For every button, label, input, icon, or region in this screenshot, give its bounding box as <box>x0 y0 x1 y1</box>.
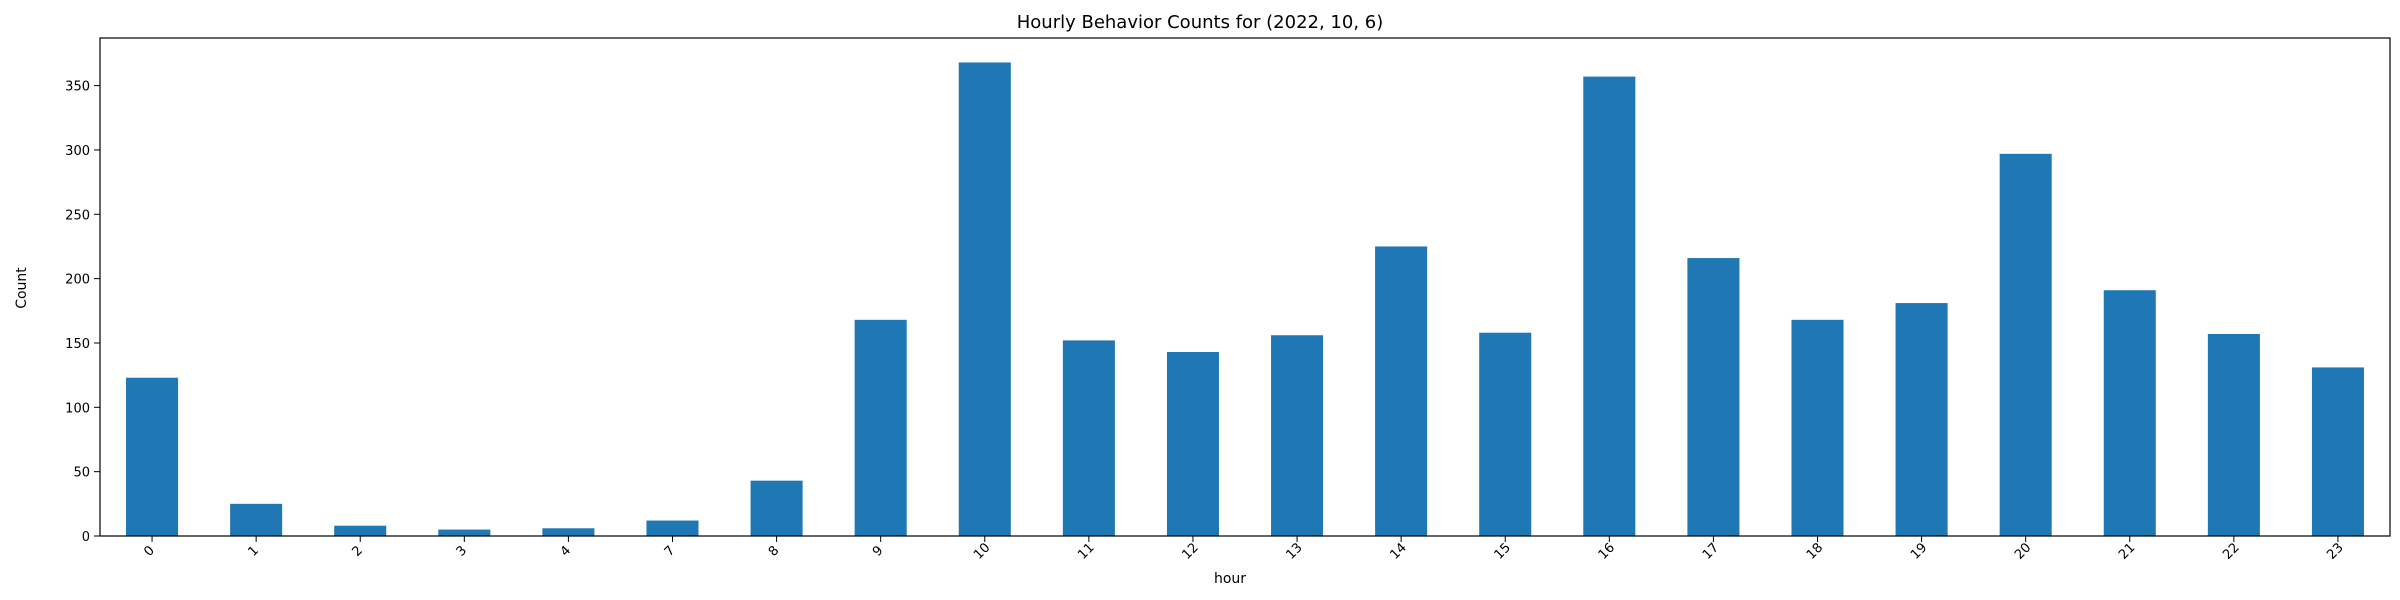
bar-hour-4 <box>542 528 595 536</box>
x-tick-label: 0 <box>141 543 157 559</box>
bar-hour-0 <box>126 377 179 536</box>
x-tick-label: 11 <box>1075 540 1097 562</box>
x-tick-label: 1 <box>245 543 261 559</box>
x-tick-label: 9 <box>870 543 886 559</box>
bar-hour-7 <box>646 520 699 536</box>
y-tick-label: 200 <box>65 273 90 288</box>
y-tick-label: 350 <box>65 80 90 95</box>
plot-frame <box>99 37 2391 537</box>
x-tick-label: 15 <box>1492 540 1514 562</box>
x-tick-label: 7 <box>662 543 678 559</box>
bar-hour-10 <box>958 62 1011 536</box>
bar-hour-22 <box>2207 333 2260 536</box>
bar-hour-18 <box>1791 319 1844 536</box>
x-tick-label: 8 <box>766 543 782 559</box>
bar-hour-16 <box>1583 76 1636 537</box>
x-tick-label: 14 <box>1388 540 1410 562</box>
x-tick-label: 12 <box>1179 540 1201 562</box>
x-tick-label: 3 <box>454 543 470 559</box>
bar-hour-1 <box>230 503 283 536</box>
bar-hour-17 <box>1687 258 1740 536</box>
x-tick-label: 13 <box>1283 540 1305 562</box>
x-tick-label: 21 <box>2116 540 2138 562</box>
bars-group <box>126 62 2364 537</box>
bar-hour-9 <box>854 319 907 536</box>
x-tick-label: 16 <box>1596 540 1618 562</box>
x-tick-label: 18 <box>1804 540 1826 562</box>
bar-hour-15 <box>1479 332 1532 536</box>
x-tick-label: 10 <box>971 540 993 562</box>
x-tick-label: 17 <box>1700 540 1722 562</box>
y-tick-label: 300 <box>65 144 90 159</box>
bar-hour-20 <box>1999 153 2052 536</box>
x-axis: 0 1 2 3 4 7 8 9 10 11 12 13 14 15 16 17 18 19 20 21 22 23 <box>141 536 2347 563</box>
bar-hour-12 <box>1166 351 1219 536</box>
y-tick-label: 150 <box>65 337 90 352</box>
y-axis-label: Count <box>14 267 30 309</box>
x-tick-label: 19 <box>1908 540 1930 562</box>
bar-hour-13 <box>1271 335 1324 536</box>
y-tick-label: 250 <box>65 208 90 223</box>
y-tick-label: 0 <box>82 530 90 545</box>
y-tick-label: 100 <box>65 401 90 416</box>
bar-hour-8 <box>750 480 803 536</box>
x-axis-label: hour <box>1214 571 1246 587</box>
y-tick-label: 50 <box>73 466 90 481</box>
bar-hour-14 <box>1375 246 1428 536</box>
x-tick-label: 20 <box>2012 540 2034 562</box>
y-axis: 0 50 100 150 200 250 300 350 <box>65 80 100 545</box>
chart-title: Hourly Behavior Counts for (2022, 10, 6) <box>1017 12 1384 33</box>
x-tick-label: 2 <box>350 543 366 559</box>
x-tick-label: 4 <box>558 543 574 559</box>
bar-hour-2 <box>334 525 387 536</box>
x-tick-label: 22 <box>2220 540 2242 562</box>
x-tick-label: 23 <box>2324 540 2346 562</box>
bar-hour-23 <box>2311 367 2364 536</box>
bar-hour-19 <box>1895 303 1948 536</box>
bar-hour-3 <box>438 529 491 536</box>
bar-hour-21 <box>2103 290 2156 536</box>
bar-hour-11 <box>1062 340 1115 536</box>
